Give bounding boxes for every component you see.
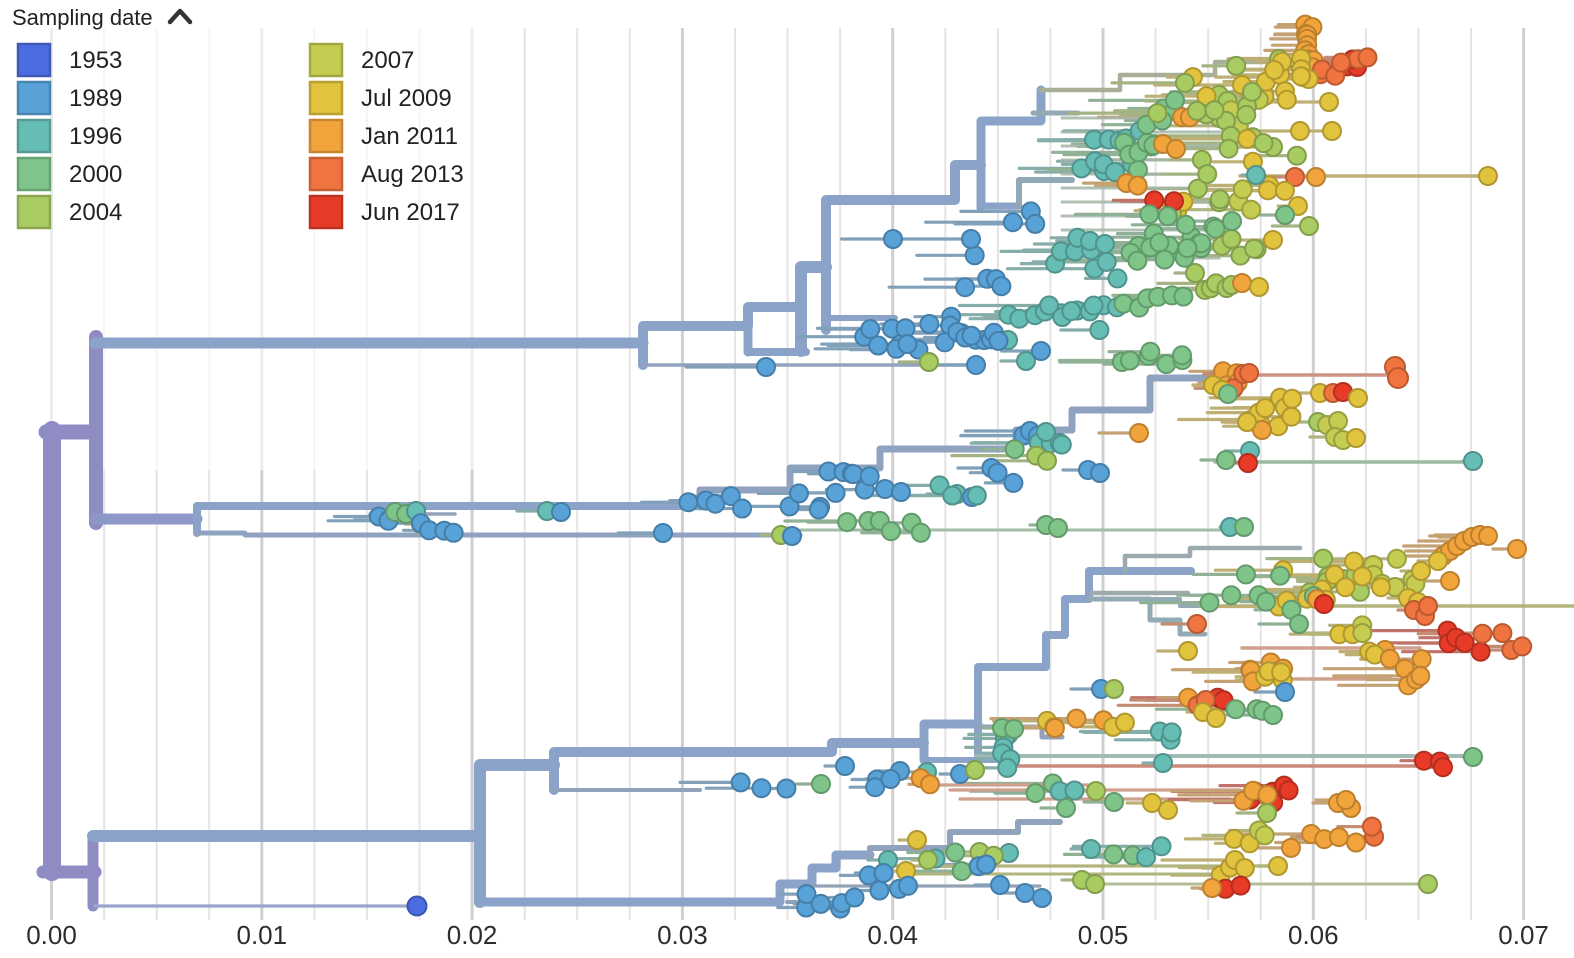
- svg-text:1989: 1989: [69, 85, 122, 112]
- svg-text:Jan 2011: Jan 2011: [361, 123, 458, 150]
- svg-text:0.07: 0.07: [1498, 920, 1549, 950]
- svg-text:Jul 2009: Jul 2009: [361, 85, 452, 112]
- svg-text:2004: 2004: [69, 199, 122, 226]
- svg-text:Jun 2017: Jun 2017: [361, 199, 460, 226]
- svg-text:Sampling date: Sampling date: [12, 5, 153, 30]
- svg-text:0.05: 0.05: [1078, 920, 1129, 950]
- svg-text:0.02: 0.02: [447, 920, 498, 950]
- svg-text:1953: 1953: [69, 47, 122, 74]
- svg-text:0.04: 0.04: [867, 920, 918, 950]
- svg-text:2000: 2000: [69, 161, 122, 188]
- svg-text:0.00: 0.00: [26, 920, 77, 950]
- svg-text:0.01: 0.01: [236, 920, 287, 950]
- svg-text:0.06: 0.06: [1288, 920, 1339, 950]
- svg-text:0.03: 0.03: [657, 920, 708, 950]
- svg-text:Aug 2013: Aug 2013: [361, 161, 464, 188]
- svg-text:1996: 1996: [69, 123, 122, 150]
- svg-text:2007: 2007: [361, 47, 414, 74]
